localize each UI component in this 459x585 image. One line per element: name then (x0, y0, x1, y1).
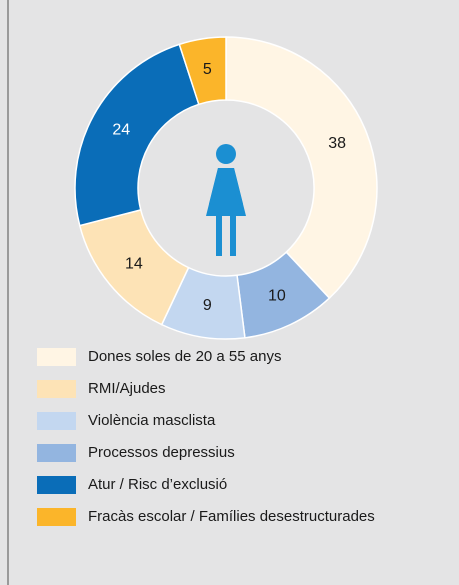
slice (74, 43, 200, 227)
legend-label: Fracàs escolar / Famílies desestructurad… (88, 508, 375, 525)
legend-swatch (37, 508, 76, 526)
legend: Dones soles de 20 a 55 anys RMI/Ajudes Vio… (37, 348, 375, 526)
legend-label: Atur / Risc d’exclusió (88, 476, 227, 493)
legend-label: Violència masclista (88, 412, 216, 429)
legend-swatch (37, 476, 76, 494)
slice-label: 38 (328, 135, 346, 152)
woman-icon (206, 144, 246, 256)
slice-label: 9 (203, 297, 212, 314)
donut: 38 10 9 14 24 5 (74, 36, 378, 340)
legend-swatch (37, 348, 76, 366)
legend-label: Processos depressius (88, 444, 235, 461)
legend-swatch (37, 444, 76, 462)
slice-label: 5 (203, 61, 212, 78)
legend-label: RMI/Ajudes (88, 380, 166, 397)
legend-swatch (37, 380, 76, 398)
slice-label: 10 (268, 287, 286, 304)
slice-label: 24 (112, 122, 130, 139)
slice (225, 36, 378, 300)
legend-swatch (37, 412, 76, 430)
slice (178, 36, 227, 106)
legend-label: Dones soles de 20 a 55 anys (88, 348, 281, 365)
slice-label: 14 (125, 255, 143, 272)
